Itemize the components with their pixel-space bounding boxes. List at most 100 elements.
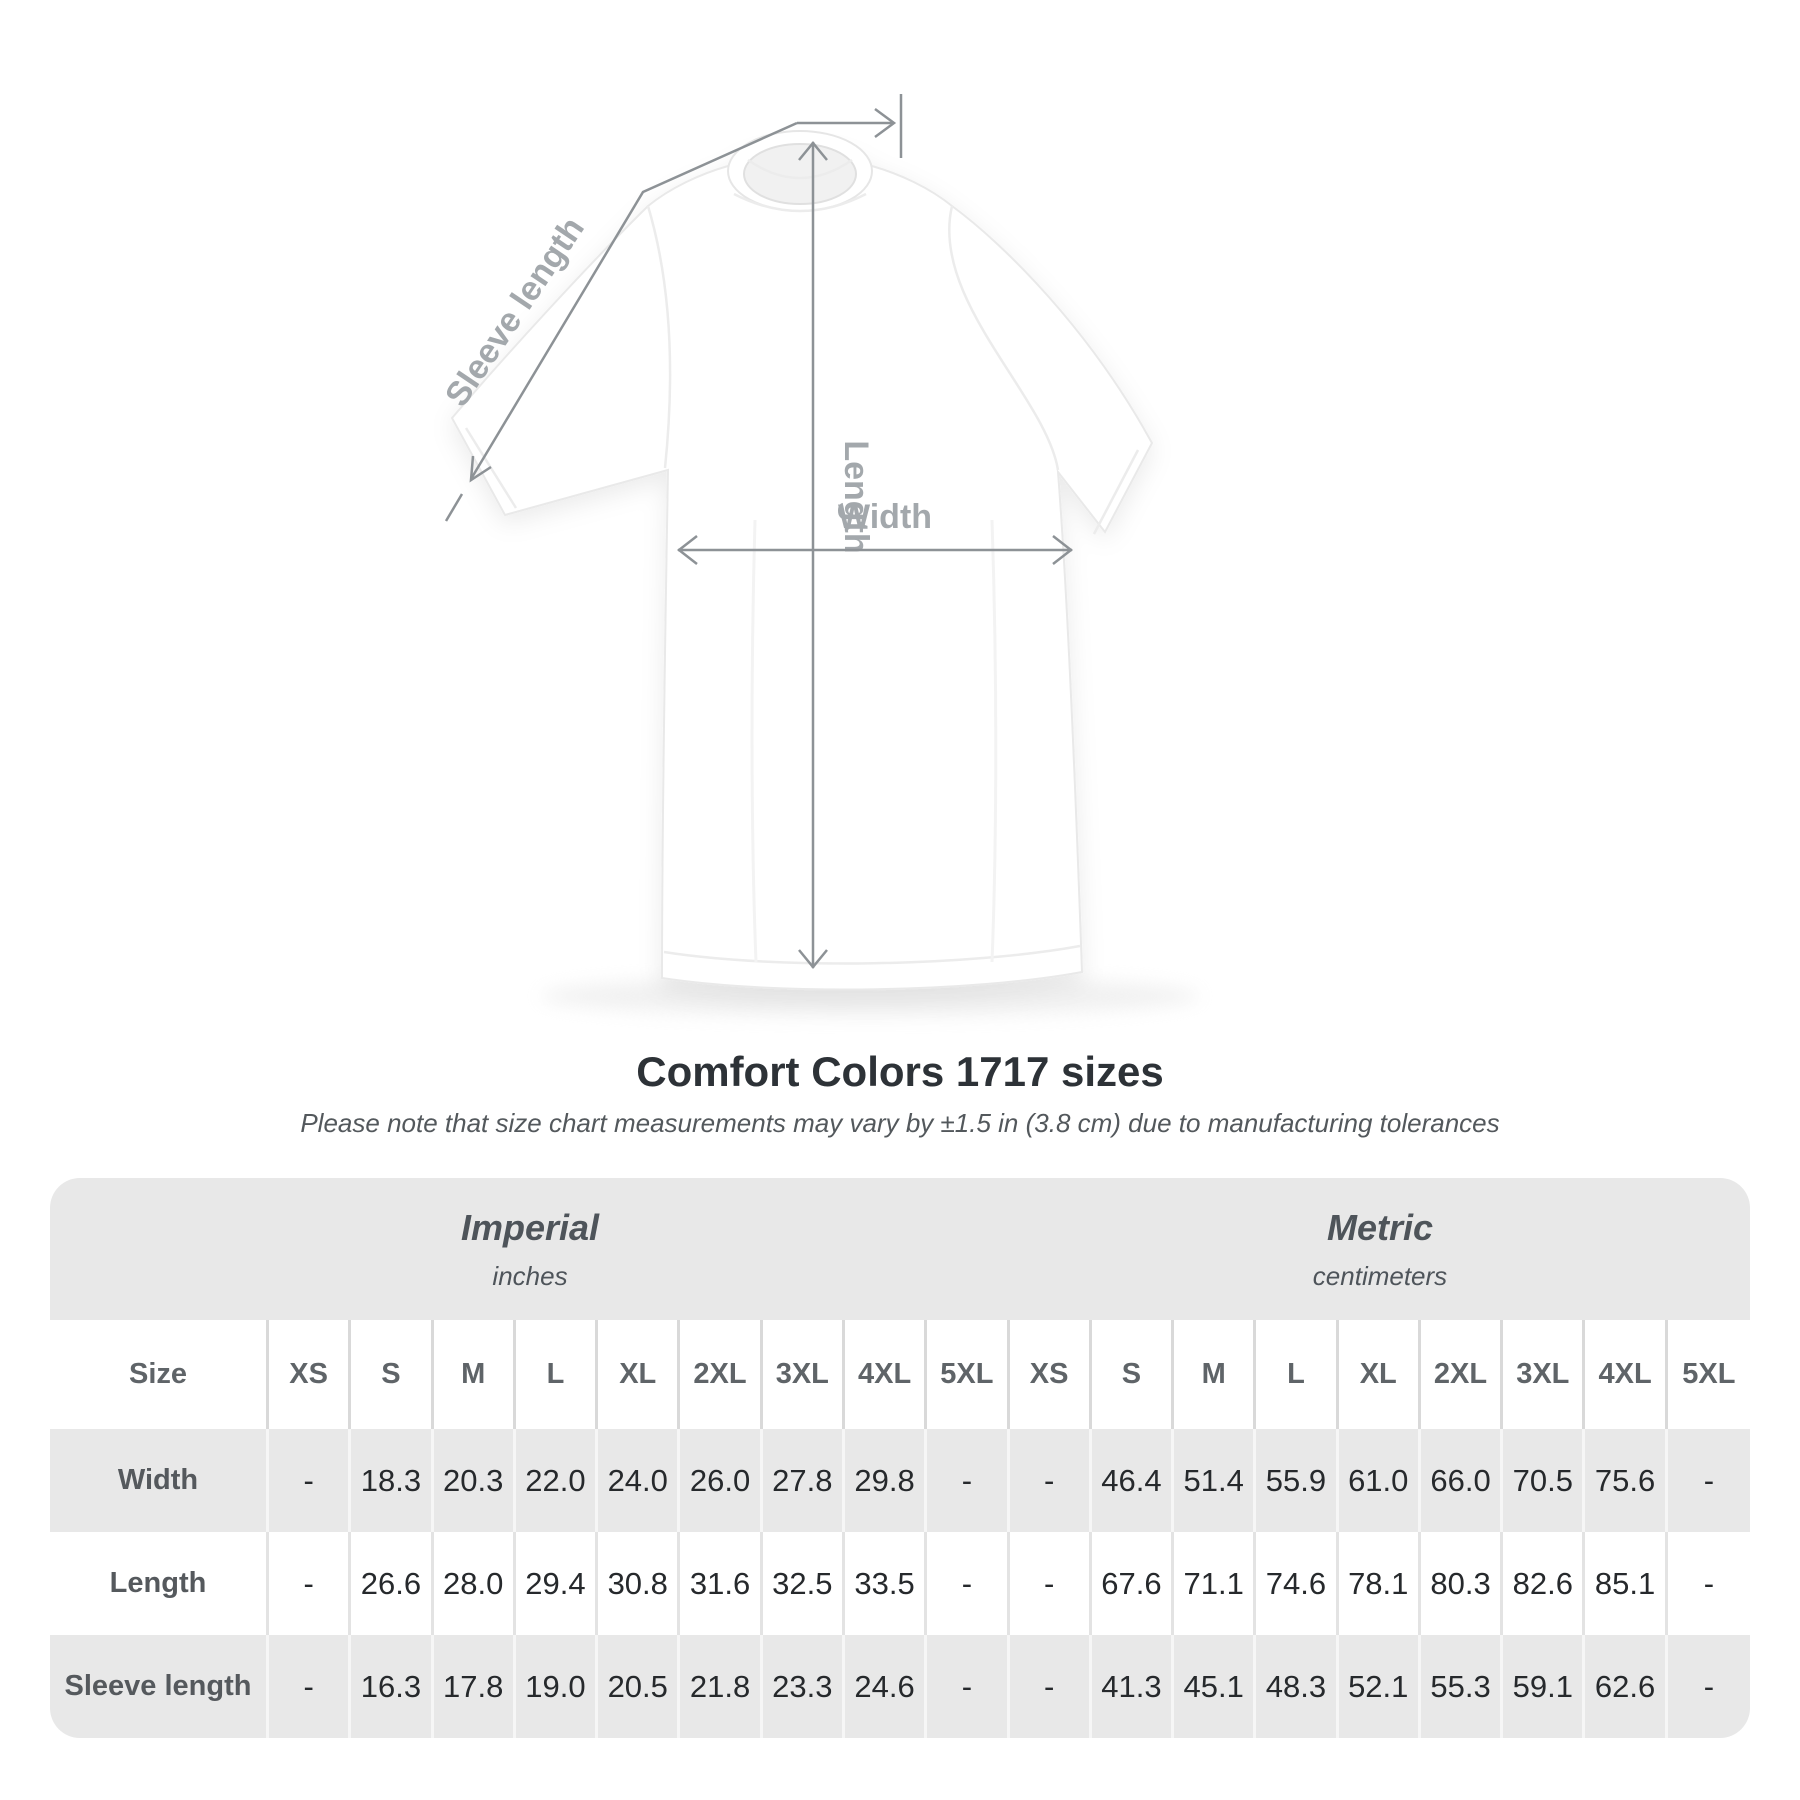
table-row-sleeve-length: Sleeve length - 16.3 17.8 19.0 20.5 21.8… <box>50 1635 1750 1738</box>
row-label: Sleeve length <box>50 1635 269 1738</box>
length-imperial-l: 29.4 <box>516 1532 599 1635</box>
fabric-fold-right <box>990 519 998 963</box>
tshirt-photo <box>450 130 1200 1016</box>
width-label: Width <box>838 498 932 536</box>
page-title: Comfort Colors 1717 sizes <box>636 1048 1164 1095</box>
sleeve-metric-4xl: 62.6 <box>1585 1635 1668 1738</box>
right-cuff-seam <box>1092 449 1140 535</box>
left-armhole-seam <box>646 205 672 469</box>
length-metric-l: 74.6 <box>1256 1532 1339 1635</box>
width-imperial-3xl: 27.8 <box>763 1429 845 1532</box>
width-imperial-xs: - <box>269 1429 352 1532</box>
sleeve-imperial-3xl: 23.3 <box>763 1635 845 1738</box>
col-header-imperial-5xl: 5XL <box>927 1320 1010 1429</box>
length-metric-s: 67.6 <box>1092 1532 1175 1635</box>
length-arrow <box>798 141 828 969</box>
col-header-imperial-4xl: 4XL <box>845 1320 928 1429</box>
sleeve-imperial-xs: - <box>269 1635 352 1738</box>
width-imperial-s: 18.3 <box>351 1429 434 1532</box>
table-row-width: Width - 18.3 20.3 22.0 24.0 26.0 27.8 29… <box>50 1429 1750 1532</box>
neck-opening <box>743 143 857 205</box>
metric-group-unit: centimeters <box>1312 1260 1448 1291</box>
back-collar-seam <box>747 158 853 180</box>
right-armhole-seam <box>948 205 1060 471</box>
size-table: Imperial inches Metric centimeters Size … <box>50 1178 1750 1738</box>
size-header-row: Size XS S M L XL 2XL 3XL 4XL 5XL XS S M … <box>50 1320 1750 1429</box>
sleeve-imperial-m: 17.8 <box>434 1635 516 1738</box>
tshirt-measurement-diagram: Length Width Sleeve length <box>438 94 1200 1016</box>
sleeve-metric-5xl: - <box>1703 1668 1715 1704</box>
width-imperial-m: 20.3 <box>434 1429 516 1532</box>
metric-group-label: Metric <box>1326 1206 1434 1248</box>
col-header-metric-3xl: 3XL <box>1503 1320 1586 1429</box>
col-header-metric-4xl: 4XL <box>1585 1320 1668 1429</box>
length-imperial-2xl: 31.6 <box>680 1532 763 1635</box>
col-header-metric-m: M <box>1174 1320 1257 1429</box>
sleeve-imperial-5xl: - <box>927 1635 1010 1738</box>
length-metric-5xl: - <box>1703 1565 1715 1601</box>
col-header-imperial-m: M <box>434 1320 516 1429</box>
sleeve-imperial-xl: 20.5 <box>598 1635 681 1738</box>
width-imperial-5xl: - <box>927 1429 1010 1532</box>
sleeve-metric-xs: - <box>1010 1635 1092 1738</box>
col-header-metric-5xl: 5XL <box>1682 1358 1736 1390</box>
sleeve-metric-2xl: 55.3 <box>1421 1635 1504 1738</box>
width-imperial-l: 22.0 <box>516 1429 599 1532</box>
imperial-group-label: Imperial <box>460 1206 600 1248</box>
width-imperial-xl: 24.0 <box>598 1429 681 1532</box>
sleeve-imperial-2xl: 21.8 <box>680 1635 763 1738</box>
tshirt-shadow <box>540 976 1200 1016</box>
row-label: Width <box>50 1429 269 1532</box>
length-metric-xl: 78.1 <box>1339 1532 1421 1635</box>
length-imperial-xl: 30.8 <box>598 1532 681 1635</box>
imperial-group-header: Imperial inches <box>50 1178 1010 1320</box>
metric-group-header: Metric centimeters <box>1010 1178 1750 1320</box>
length-imperial-m: 28.0 <box>434 1532 516 1635</box>
sleeve-metric-3xl: 59.1 <box>1503 1635 1586 1738</box>
tshirt-body <box>450 144 1154 991</box>
col-header-metric-s: S <box>1092 1320 1175 1429</box>
length-metric-3xl: 82.6 <box>1503 1532 1586 1635</box>
col-header-metric-xl: XL <box>1339 1320 1421 1429</box>
imperial-group-unit: inches <box>492 1260 568 1291</box>
width-metric-l: 55.9 <box>1256 1429 1339 1532</box>
col-header-metric-l: L <box>1256 1320 1339 1429</box>
size-corner-header: Size <box>50 1320 269 1429</box>
length-metric-4xl: 85.1 <box>1585 1532 1668 1635</box>
row-label: Length <box>50 1532 269 1635</box>
col-header-metric-xs: XS <box>1010 1320 1092 1429</box>
width-metric-3xl: 70.5 <box>1503 1429 1586 1532</box>
sleeve-metric-l: 48.3 <box>1256 1635 1339 1738</box>
col-header-imperial-3xl: 3XL <box>763 1320 845 1429</box>
width-arrow <box>676 535 1074 565</box>
length-label: Length <box>837 440 875 553</box>
width-metric-2xl: 66.0 <box>1421 1429 1504 1532</box>
sleeve-imperial-4xl: 24.6 <box>845 1635 928 1738</box>
width-imperial-2xl: 26.0 <box>680 1429 763 1532</box>
collar-stitch-seam <box>733 192 867 213</box>
width-metric-5xl: - <box>1703 1462 1715 1498</box>
length-metric-m: 71.1 <box>1174 1532 1257 1635</box>
width-metric-s: 46.4 <box>1092 1429 1175 1532</box>
length-imperial-3xl: 32.5 <box>763 1532 845 1635</box>
col-header-imperial-s: S <box>351 1320 434 1429</box>
length-metric-2xl: 80.3 <box>1421 1532 1504 1635</box>
sleeve-metric-xl: 52.1 <box>1339 1635 1421 1738</box>
length-imperial-s: 26.6 <box>351 1532 434 1635</box>
width-metric-xl: 61.0 <box>1339 1429 1421 1532</box>
sleeve-length-arrow <box>444 94 903 522</box>
col-header-imperial-xs: XS <box>269 1320 352 1429</box>
hem-seam <box>663 944 1081 965</box>
width-metric-4xl: 75.6 <box>1585 1429 1668 1532</box>
sleeve-imperial-s: 16.3 <box>351 1635 434 1738</box>
unit-group-header-row: Imperial inches Metric centimeters <box>50 1178 1750 1320</box>
sleeve-metric-s: 41.3 <box>1092 1635 1175 1738</box>
length-imperial-4xl: 33.5 <box>845 1532 928 1635</box>
fabric-fold-left <box>750 519 758 963</box>
col-header-imperial-xl: XL <box>598 1320 681 1429</box>
width-imperial-4xl: 29.8 <box>845 1429 928 1532</box>
col-header-metric-2xl: 2XL <box>1421 1320 1504 1429</box>
sleeve-metric-m: 45.1 <box>1174 1635 1257 1738</box>
table-row-length: Length - 26.6 28.0 29.4 30.8 31.6 32.5 3… <box>50 1532 1750 1635</box>
